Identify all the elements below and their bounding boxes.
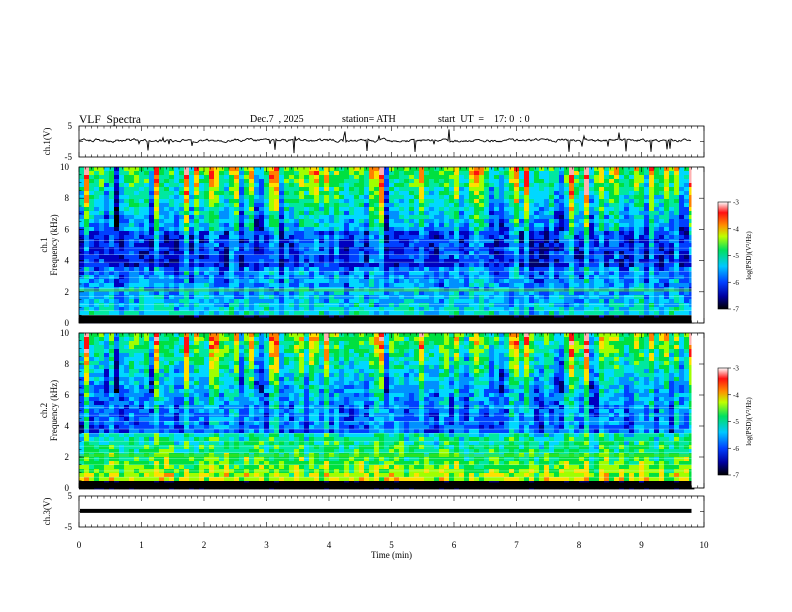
ch1-waveform-line: [78, 129, 692, 154]
ch1-ytick-4: 4: [65, 256, 70, 266]
ch1-ytick-10: 10: [60, 162, 70, 172]
ch2-colorbar-tick: -7: [733, 472, 739, 480]
ch1-ytick-0: 0: [65, 318, 70, 328]
ch1-ytick-2: 2: [65, 287, 70, 297]
ch3-ytick-top: 5: [68, 491, 73, 501]
ch2-colorbar-tick: -3: [733, 365, 739, 373]
ch2-ytick-10: 10: [60, 328, 70, 338]
start-time-label: start UT = 17: 0 : 0: [438, 114, 530, 125]
ch1-ytick-top: 5: [68, 121, 73, 131]
ch1-colorbar-tick: -7: [733, 306, 739, 314]
ch2-ylabel-channel: ch.2: [39, 403, 49, 418]
ch3-waveform-line: [80, 508, 692, 513]
xtick-7: 7: [514, 540, 519, 550]
xtick-10: 10: [700, 540, 710, 550]
xaxis-label: Time (min): [371, 550, 412, 560]
ch1-ylabel: ch.1(V): [42, 128, 52, 156]
ch2-spectrogram-image: [79, 333, 704, 490]
ch3-ylabel: ch.3(V): [42, 498, 52, 526]
xtick-5: 5: [389, 540, 394, 550]
ch1-ytick-8: 8: [65, 193, 70, 203]
xtick-6: 6: [452, 540, 457, 550]
date-label: Dec.7 , 2025: [250, 114, 304, 125]
xtick-3: 3: [264, 540, 269, 550]
ch2-ylabel-frequency: Frequency (kHz): [49, 380, 59, 441]
xtick-8: 8: [577, 540, 582, 550]
ch2-ytick-2: 2: [65, 452, 70, 462]
ch3-ytick-bottom: -5: [65, 522, 73, 532]
xtick-1: 1: [139, 540, 144, 550]
ch2-ytick-8: 8: [65, 359, 70, 369]
ch1-colorbar-tick: -3: [733, 199, 739, 207]
ch1-spectrogram-image: [79, 167, 704, 324]
ch2-colorbar-tick: -4: [733, 391, 739, 399]
ch1-colorbar: [717, 201, 729, 310]
ch2-colorbar: [717, 367, 729, 476]
ch1-ylabel-channel: ch.1: [39, 237, 49, 252]
ch2-colorbar-tick: -6: [733, 445, 739, 453]
xtick-4: 4: [327, 540, 332, 550]
ch2-ytick-0: 0: [65, 483, 70, 493]
ch1-ylabel-frequency: Frequency (kHz): [49, 214, 59, 275]
ch2-colorbar-label: log(PSD)(V²/Hz): [745, 397, 753, 446]
xtick-0: 0: [77, 540, 82, 550]
station-label: station= ATH: [342, 114, 396, 125]
ch1-colorbar-tick: -4: [733, 225, 739, 233]
ch1-ytick-6: 6: [65, 224, 70, 234]
ch2-colorbar-tick: -5: [733, 418, 739, 426]
xtick-9: 9: [639, 540, 644, 550]
ch1-colorbar-label: log(PSD)(V²/Hz): [745, 231, 753, 280]
ch2-ytick-4: 4: [65, 421, 70, 431]
ch2-ytick-6: 6: [65, 390, 70, 400]
ch1-colorbar-tick: -5: [733, 252, 739, 260]
xtick-2: 2: [202, 540, 207, 550]
ch1-colorbar-tick: -6: [733, 279, 739, 287]
ch1-ytick-bottom: -5: [65, 152, 73, 162]
chart-title: VLF Spectra: [79, 114, 141, 126]
